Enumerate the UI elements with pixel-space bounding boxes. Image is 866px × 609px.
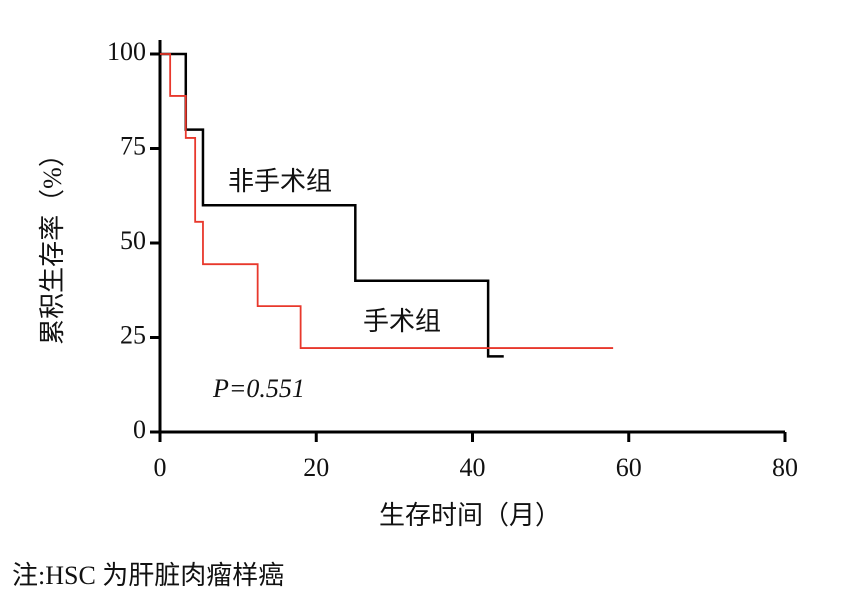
y-axis-label: 累积生存率（%） [38,141,67,345]
y-tick-label: 25 [120,320,146,349]
x-tick-label: 0 [154,453,167,482]
x-tick-label: 80 [772,453,798,482]
note: 注:HSC 为肝脏肉瘤样癌 [12,561,284,590]
x-tick-label: 20 [303,453,329,482]
survival-curve [160,52,504,358]
series-label: 非手术组 [228,167,332,196]
y-tick-label: 50 [120,226,146,255]
x-tick-label: 60 [616,453,642,482]
series-label: 手术组 [363,307,441,336]
p-value: P=0.551 [212,374,305,403]
x-tick-label: 40 [460,453,486,482]
x-axis-label: 生存时间（月） [379,501,561,530]
survival-curve [160,53,614,349]
y-tick-label: 100 [107,37,146,66]
y-tick-label: 0 [133,415,146,444]
y-tick-label: 75 [120,131,146,160]
